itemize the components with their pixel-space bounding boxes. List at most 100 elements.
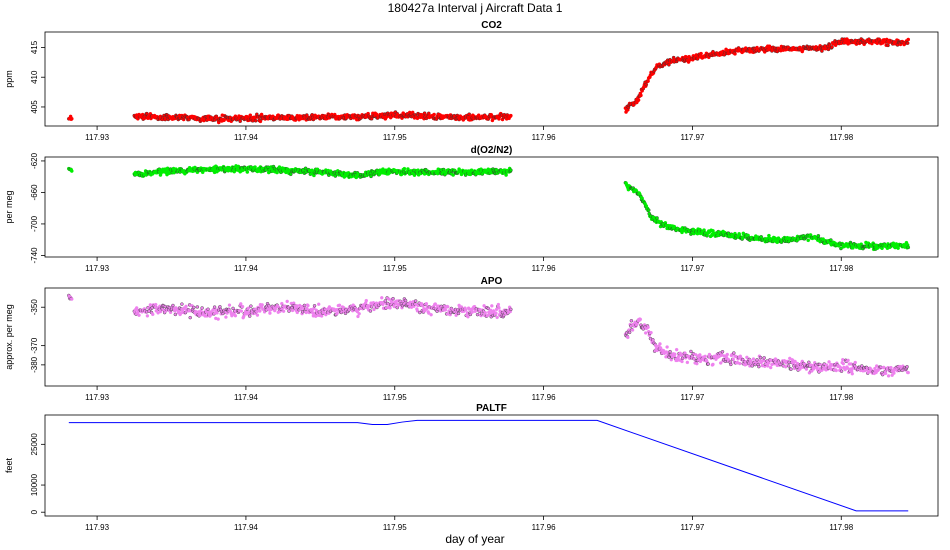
y-tick-label: 0	[30, 509, 39, 514]
panel-title: d(O2/N2)	[471, 145, 513, 156]
data-point	[905, 41, 910, 45]
x-tick-label: 117.95	[383, 523, 407, 532]
x-tick-label: 117.94	[234, 523, 258, 532]
x-tick-label: 117.93	[85, 133, 109, 142]
x-tick-label: 117.95	[383, 264, 407, 273]
data-point	[357, 312, 361, 316]
data-point	[827, 360, 831, 364]
data-point	[906, 37, 911, 42]
data-point	[188, 315, 192, 320]
data-point	[260, 303, 264, 307]
y-axis-label: per meg	[4, 190, 14, 223]
data-point	[806, 238, 811, 243]
data-point	[667, 62, 671, 67]
data-point	[703, 354, 707, 359]
data-point	[163, 304, 167, 309]
y-tick-label: 410	[30, 70, 39, 84]
x-tick-label: 117.93	[85, 264, 109, 273]
data-point	[729, 362, 733, 367]
data-point	[889, 365, 893, 370]
data-point	[380, 296, 384, 300]
data-point	[841, 357, 845, 362]
data-point	[137, 313, 141, 317]
data-point	[789, 367, 793, 371]
data-point	[839, 366, 843, 370]
data-point	[504, 173, 508, 177]
data-point	[711, 362, 715, 367]
data-point	[184, 304, 188, 309]
y-tick-label: -350	[30, 299, 39, 316]
data-point	[886, 374, 891, 378]
data-point	[509, 113, 513, 118]
data-point	[171, 303, 175, 308]
data-point	[816, 234, 821, 238]
data-point	[839, 369, 844, 373]
data-point	[769, 365, 773, 370]
data-point	[374, 301, 379, 305]
data-point	[699, 51, 703, 56]
data-point	[755, 358, 759, 362]
data-point	[495, 315, 499, 320]
data-point	[906, 370, 910, 375]
series-line	[68, 419, 909, 512]
data-point	[685, 360, 690, 365]
data-point	[383, 299, 388, 303]
x-tick-label: 117.98	[829, 523, 853, 532]
plot-frame	[44, 287, 939, 387]
data-point	[762, 356, 766, 360]
panel-0: CO2 117.93 117.94 117.95 117.96 117.97 117.98 4…	[4, 20, 939, 142]
data-point	[680, 356, 685, 360]
data-point	[757, 364, 761, 369]
data-point	[483, 311, 487, 315]
data-point	[216, 317, 220, 321]
data-point	[640, 196, 644, 201]
data-point	[804, 367, 809, 371]
data-point	[151, 312, 155, 317]
data-point	[706, 362, 710, 366]
x-tick-label: 117.94	[234, 393, 258, 402]
data-point	[259, 112, 264, 117]
data-point	[674, 347, 679, 352]
data-point	[255, 313, 260, 317]
data-point	[467, 112, 472, 117]
data-point	[408, 300, 413, 304]
y-tick-label: 415	[30, 40, 39, 54]
y-tick-label: 25000	[30, 433, 39, 456]
data-point	[665, 345, 669, 349]
data-point	[786, 364, 791, 368]
data-point	[248, 113, 253, 118]
data-point	[335, 311, 339, 316]
data-point	[402, 166, 407, 171]
data-point	[680, 359, 684, 364]
data-point	[883, 371, 888, 376]
data-point	[69, 169, 74, 173]
data-point	[475, 312, 480, 317]
data-point	[627, 330, 632, 335]
data-point	[145, 314, 150, 318]
data-point	[751, 357, 756, 361]
data-point	[719, 361, 723, 365]
data-point	[249, 304, 253, 308]
data-point	[443, 308, 448, 312]
data-point	[294, 304, 299, 308]
data-point	[387, 297, 391, 301]
data-point	[725, 352, 729, 357]
data-point	[368, 309, 373, 313]
data-point	[497, 306, 501, 310]
panel-title: PALTF	[476, 403, 507, 414]
data-point	[695, 361, 699, 366]
data-point	[268, 311, 272, 315]
y-tick-label: -370	[30, 337, 39, 354]
data-point	[224, 315, 228, 319]
data-point	[446, 305, 450, 309]
data-point	[206, 307, 210, 311]
data-point	[644, 82, 649, 87]
x-tick-label: 117.97	[680, 133, 704, 142]
panel-title: APO	[481, 276, 503, 287]
data-point	[372, 307, 376, 312]
panel-2: APO 117.93 117.94 117.95 117.96 117.97 117.98 -…	[4, 276, 939, 402]
data-point	[643, 331, 648, 335]
y-tick-label: 10000	[30, 473, 39, 496]
data-point	[245, 170, 250, 174]
data-point	[173, 312, 178, 317]
